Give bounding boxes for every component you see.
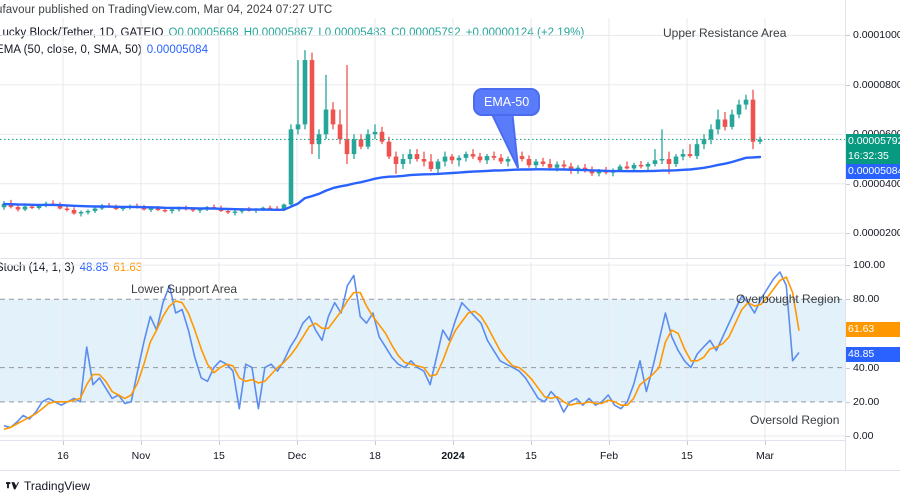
pane-divider [0, 258, 845, 259]
time-axis[interactable]: 16 Nov 15 Dec 18 2024 15 Feb 15 Mar [0, 440, 845, 471]
tradingview-logo[interactable]: TradingView [6, 479, 90, 493]
open-value: O0.00005668 [168, 27, 239, 39]
time-axis-tickmark [687, 441, 688, 445]
stochastic-axis-tickmark [845, 436, 850, 437]
ema-callout-tail [488, 110, 519, 169]
annotation-oversold: Oversold Region [750, 413, 840, 427]
axis-divider [845, 0, 846, 470]
time-axis-tick: 15 [213, 450, 225, 462]
price-axis-tickmark [845, 35, 850, 37]
price-pane[interactable] [0, 18, 845, 258]
time-axis-tickmark [63, 441, 64, 445]
tradingview-mark-icon [6, 481, 19, 489]
countdown-badge: 16:32:35 [845, 149, 900, 164]
price-axis-tickmark [845, 233, 850, 235]
time-axis-tickmark [297, 441, 298, 445]
time-axis-tickmark [765, 441, 766, 445]
price-axis-tickmark [845, 84, 850, 86]
time-axis-tick: Nov [131, 450, 151, 462]
change-value: +0.00000124 (+2.19%) [465, 27, 585, 39]
annotation-upper-resistance: Upper Resistance Area [663, 26, 787, 40]
time-axis-tick: Feb [599, 450, 619, 462]
ema-indicator-value: 0.00005084 [146, 44, 209, 56]
price-plot [0, 18, 845, 258]
stochastic-axis-tick: 0.00 [853, 430, 874, 442]
last-price-badge: 0.00005792 [845, 134, 900, 149]
time-axis-tickmark [531, 441, 532, 445]
time-axis-tickmark [141, 441, 142, 445]
stochastic-axis[interactable]: 100.00 80.00 40.00 20.00 0.00 [845, 259, 900, 442]
stochastic-pane[interactable] [0, 262, 845, 440]
stochastic-axis-tick: 40.00 [853, 361, 880, 374]
stochastic-plot [0, 262, 845, 440]
stochastic-axis-tickmark [845, 299, 850, 301]
attribution-text: ufavour published on TradingView.com, Ma… [0, 4, 333, 16]
price-legend: Lucky Block/Tether, 1D, GATEIO O0.0000566… [0, 27, 584, 56]
annotation-lower-support: Lower Support Area [131, 282, 238, 296]
time-axis-tick: 2024 [441, 450, 465, 462]
ema-indicator-label[interactable]: EMA (50, close, 0, SMA, 50) [0, 44, 142, 56]
stochastic-axis-tickmark [845, 367, 850, 369]
time-axis-tickmark [609, 441, 610, 445]
stochastic-axis-tickmark [845, 401, 850, 403]
annotation-overbought: Overbought Region [736, 292, 841, 306]
time-axis-tickmark [375, 441, 376, 445]
price-axis-tickmark [845, 183, 850, 185]
time-axis-tickmark [453, 441, 454, 445]
high-value: H0.00005867 [243, 27, 314, 39]
footer-bar: TradingView [0, 470, 900, 501]
tradingview-brand-text: TradingView [24, 479, 91, 493]
time-axis-tick: Mar [755, 450, 775, 462]
low-value: L0.00005483 [318, 27, 387, 39]
stochastic-axis-tick: 100.00 [853, 259, 886, 272]
ema-callout-label[interactable]: EMA-50 [473, 88, 541, 116]
symbol-label[interactable]: Lucky Block/Tether, 1D, GATEIO [0, 27, 164, 39]
stochastic-axis-tick: 20.00 [853, 395, 880, 408]
time-axis-tick: 15 [525, 450, 537, 462]
time-axis-tick: 16 [57, 450, 69, 462]
time-axis-tick: 15 [681, 450, 693, 462]
time-axis-tickmark [219, 441, 220, 445]
time-axis-tick: 18 [369, 450, 381, 462]
ema-price-badge: 0.00005084 [845, 164, 900, 179]
time-axis-tick: Dec [287, 450, 307, 462]
stochastic-d-badge: 61.63 [845, 322, 900, 337]
stochastic-axis-tick: 80.00 [853, 293, 880, 306]
stochastic-axis-tickmark [845, 265, 850, 267]
stochastic-k-badge: 48.85 [845, 347, 900, 362]
close-value: C0.00005792 [391, 27, 461, 39]
